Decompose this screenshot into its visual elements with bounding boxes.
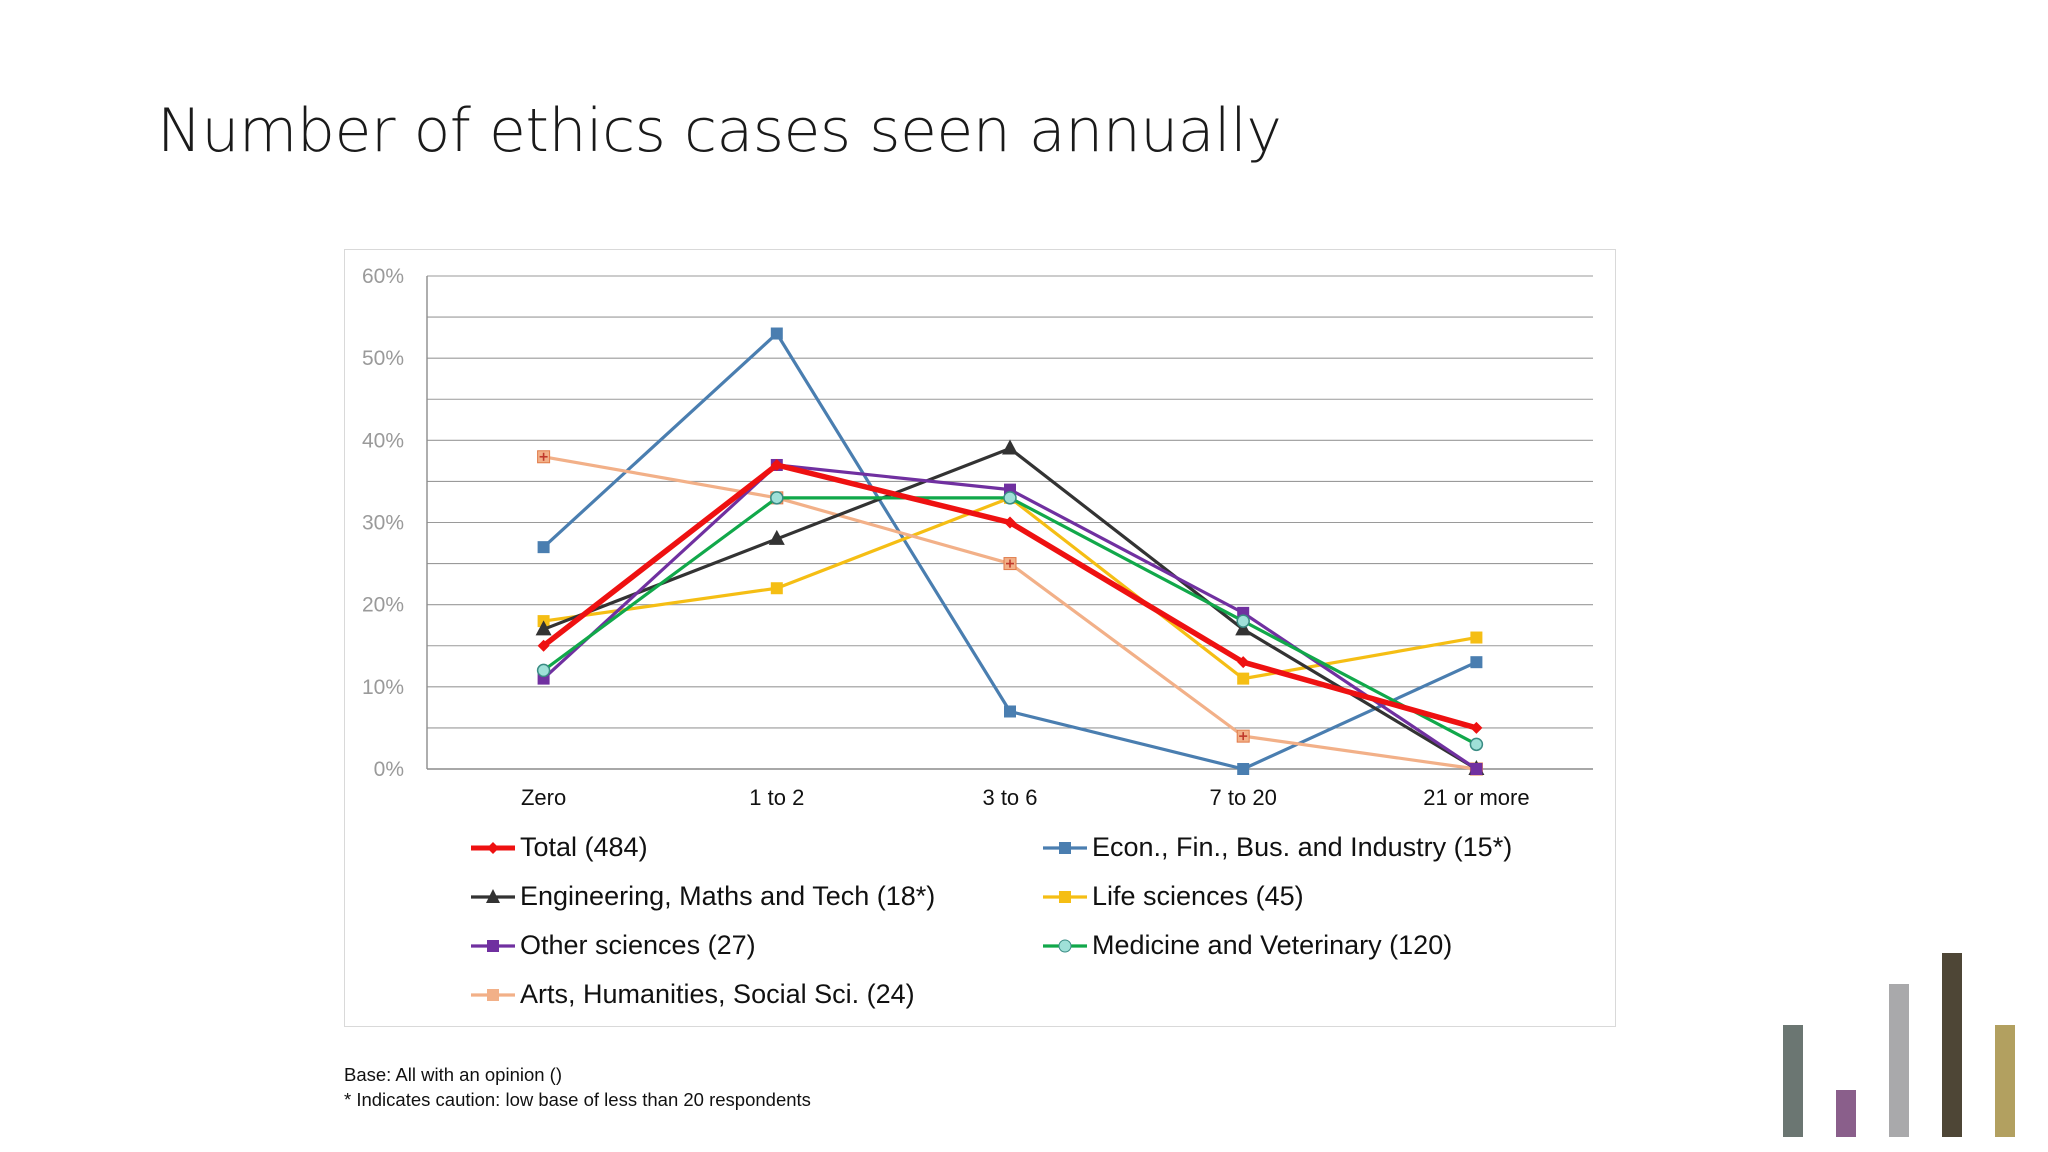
data-point-3-4 bbox=[1470, 631, 1483, 644]
decorative-bar bbox=[1783, 1025, 1803, 1137]
data-point-2-2 bbox=[1002, 439, 1018, 455]
series-line-4 bbox=[542, 463, 1478, 771]
legend-swatch bbox=[1043, 890, 1087, 903]
legend-swatch bbox=[471, 988, 515, 1001]
y-tick-label: 0% bbox=[374, 758, 404, 781]
data-point-5-2 bbox=[1003, 491, 1017, 505]
data-point-4-4 bbox=[1470, 763, 1483, 775]
x-tick-label: 21 or more bbox=[1423, 785, 1529, 810]
data-point-1-1 bbox=[770, 327, 783, 340]
data-point-1-3 bbox=[1237, 763, 1250, 775]
decorative-bar bbox=[1836, 1090, 1856, 1137]
data-point-5-1 bbox=[770, 491, 784, 505]
legend-label: Engineering, Maths and Tech (18*) bbox=[520, 881, 936, 911]
data-point-5-4 bbox=[1469, 737, 1484, 752]
legend-label: Medicine and Veterinary (120) bbox=[1092, 930, 1453, 960]
page-title: Number of ethics cases seen annually bbox=[157, 96, 1282, 166]
data-point-0-3 bbox=[1237, 656, 1250, 669]
legend-label: Life sciences (45) bbox=[1092, 881, 1304, 911]
data-point-2-1 bbox=[768, 529, 785, 545]
legend-label: Other sciences (27) bbox=[520, 930, 756, 960]
decorative-bar bbox=[1942, 953, 1962, 1137]
legend-item: Arts, Humanities, Social Sci. (24) bbox=[469, 979, 915, 1010]
chart-frame: 0% 10% 20% 30% 40% 50% 60% Zero 1 to 2 3 to 6 7 to… bbox=[344, 249, 1616, 1027]
decorative-bar bbox=[1995, 1025, 2015, 1137]
legend-swatch bbox=[471, 939, 515, 952]
legend-swatch bbox=[471, 841, 515, 854]
footnote-base: Base: All with an opinion () bbox=[344, 1064, 563, 1085]
x-tick-label: Zero bbox=[521, 785, 566, 810]
y-tick-label: 10% bbox=[362, 676, 404, 699]
data-point-1-0 bbox=[537, 541, 550, 554]
legend-swatch bbox=[1043, 939, 1087, 952]
y-tick-label: 40% bbox=[362, 429, 404, 452]
data-point-1-4 bbox=[1470, 656, 1483, 669]
data-point-0-1 bbox=[770, 458, 783, 471]
x-tick-label: 1 to 2 bbox=[749, 785, 804, 810]
data-point-3-3 bbox=[1237, 672, 1250, 685]
y-tick-label: 60% bbox=[362, 265, 404, 288]
legend-item: Econ., Fin., Bus. and Industry (15*) bbox=[1041, 832, 1512, 863]
data-point-0-4 bbox=[1470, 721, 1483, 734]
data-point-2-0 bbox=[535, 620, 552, 636]
legend-label: Arts, Humanities, Social Sci. (24) bbox=[520, 979, 915, 1009]
legend-item: Life sciences (45) bbox=[1041, 881, 1304, 912]
legend-swatch bbox=[471, 888, 515, 903]
legend-item: Engineering, Maths and Tech (18*) bbox=[469, 881, 935, 912]
footnote-caution: * Indicates caution: low base of less th… bbox=[344, 1089, 811, 1110]
y-tick-label: 20% bbox=[362, 594, 404, 617]
x-tick-label: 3 to 6 bbox=[982, 785, 1037, 810]
data-point-5-0 bbox=[536, 663, 551, 678]
decorative-bar bbox=[1889, 984, 1909, 1137]
data-point-3-1 bbox=[770, 582, 783, 595]
legend-label: Econ., Fin., Bus. and Industry (15*) bbox=[1092, 832, 1513, 862]
data-point-0-0 bbox=[537, 639, 550, 652]
legend-label: Total (484) bbox=[520, 832, 648, 862]
line-chart: 0% 10% 20% 30% 40% 50% 60% Zero 1 to 2 3 to 6 7 to… bbox=[362, 265, 1593, 810]
data-point-5-3 bbox=[1236, 614, 1250, 628]
data-point-0-2 bbox=[1004, 516, 1016, 529]
legend-item: Other sciences (27) bbox=[469, 930, 756, 961]
legend-item: Total (484) bbox=[469, 832, 648, 863]
data-point-1-2 bbox=[1004, 705, 1016, 718]
y-tick-label: 50% bbox=[362, 347, 404, 370]
legend-item: Medicine and Veterinary (120) bbox=[1041, 930, 1452, 961]
x-tick-label: 7 to 20 bbox=[1210, 785, 1277, 810]
legend-swatch bbox=[1043, 841, 1087, 854]
y-tick-label: 30% bbox=[362, 512, 404, 535]
